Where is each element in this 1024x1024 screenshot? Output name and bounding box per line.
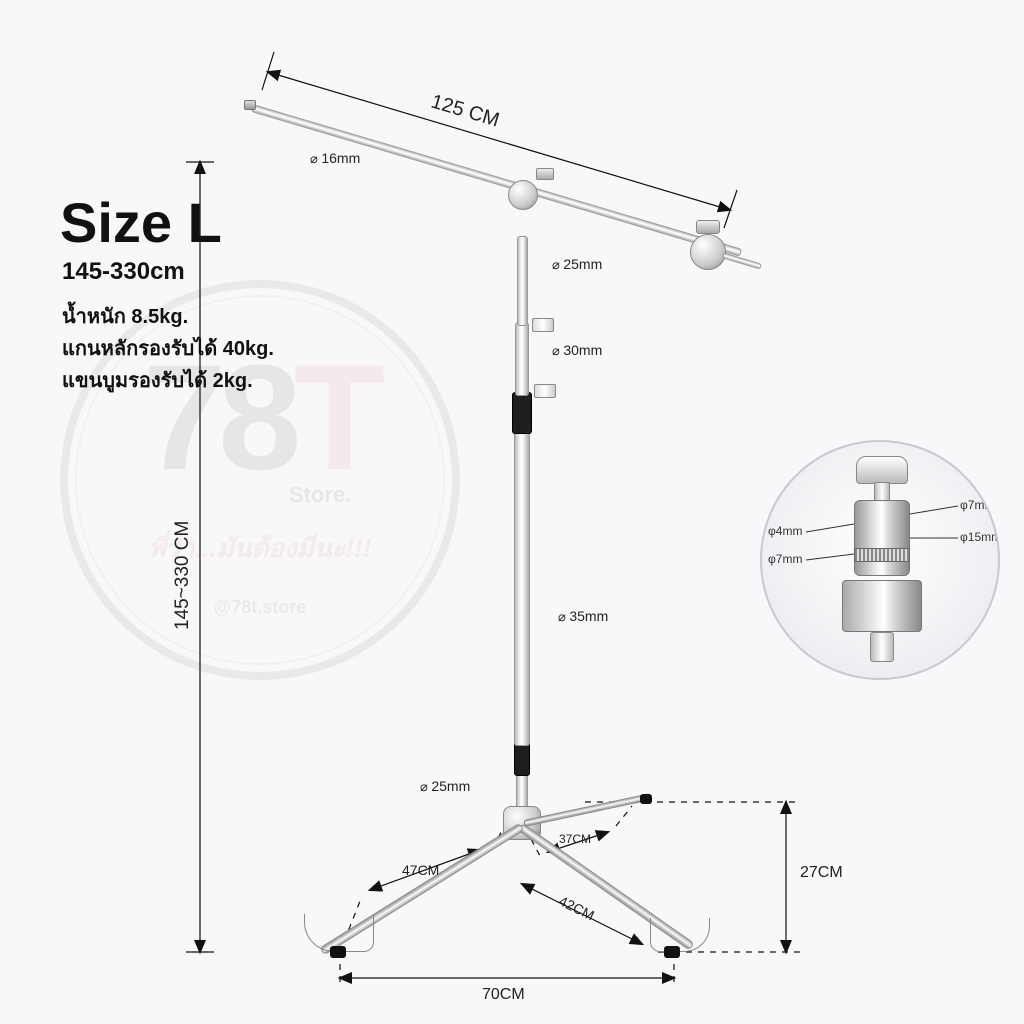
watermark-handle: @78t.store bbox=[214, 597, 307, 618]
knob-top bbox=[532, 318, 554, 332]
detail-inset: φ7mm φ15mm φ4mm φ7mm bbox=[760, 440, 1000, 680]
detail-d1: φ7mm bbox=[960, 498, 994, 512]
foot-back bbox=[640, 794, 652, 804]
label-boom-length: 125 CM bbox=[428, 91, 502, 133]
label-top-dia: 25mm bbox=[552, 256, 602, 273]
leg-back bbox=[523, 793, 652, 827]
label-mid-dia: 30mm bbox=[552, 342, 602, 359]
grip-head bbox=[690, 234, 726, 270]
label-base-height: 27CM bbox=[800, 864, 843, 882]
detail-d4: φ7mm bbox=[768, 552, 802, 566]
foot-right bbox=[664, 946, 680, 958]
label-leg-c: 42CM bbox=[556, 893, 597, 924]
boom-stub bbox=[722, 252, 762, 269]
grip-lower bbox=[514, 742, 530, 776]
pole-section-mid bbox=[515, 322, 529, 396]
label-boom-dia: 16mm bbox=[310, 150, 360, 167]
spec-boom-load: แขนบูมรองรับได้ 2kg. bbox=[62, 364, 253, 396]
spec-weight: น้ำหนัก 8.5kg. bbox=[62, 300, 188, 332]
detail-d3: φ4mm bbox=[768, 524, 802, 538]
pole-section-main bbox=[514, 430, 530, 746]
label-height: 145~330 CM bbox=[172, 521, 194, 630]
grip-head-knob bbox=[696, 220, 720, 234]
detail-d2: φ15mm bbox=[960, 530, 1000, 544]
knob-mid bbox=[534, 384, 556, 398]
label-main-dia: 35mm bbox=[558, 608, 608, 625]
watermark-t: T bbox=[294, 333, 378, 501]
title: Size L bbox=[60, 190, 222, 255]
label-base-width: 70CM bbox=[482, 986, 525, 1004]
spec-main-load: แกนหลักรองรับได้ 40kg. bbox=[62, 332, 274, 364]
leg-right-curve bbox=[650, 918, 710, 952]
grip-upper bbox=[512, 392, 532, 434]
label-lower-dia: 25mm bbox=[420, 778, 470, 795]
boom-tip bbox=[244, 100, 256, 110]
subtitle: 145-330cm bbox=[62, 258, 185, 286]
foot-left bbox=[330, 946, 346, 958]
joint-boom-center bbox=[508, 180, 538, 210]
label-leg-b: 37CM bbox=[559, 832, 591, 846]
pole-section-top bbox=[517, 236, 528, 326]
label-leg-a: 47CM bbox=[402, 862, 439, 878]
watermark-store: Store. bbox=[289, 482, 351, 508]
knob-boom-center bbox=[536, 168, 554, 180]
